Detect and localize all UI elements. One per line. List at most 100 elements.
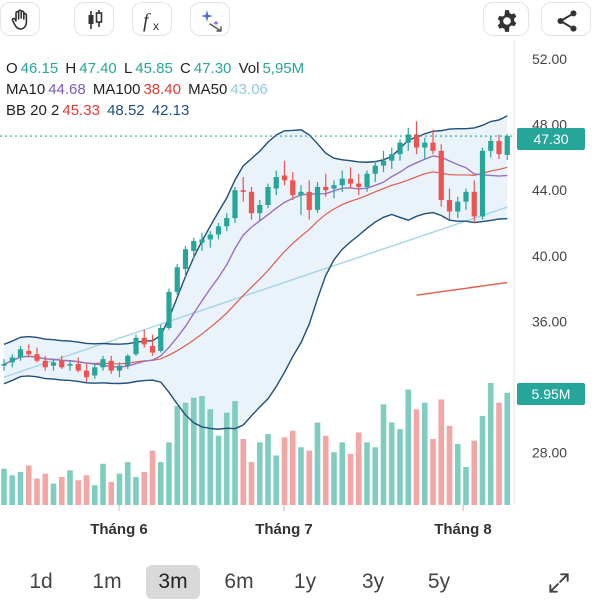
ma10-value: 44.68 <box>48 81 86 98</box>
volume-bar <box>331 452 337 505</box>
range-3m[interactable]: 3m <box>146 565 200 599</box>
volume-label: Vol <box>238 60 260 77</box>
hand-icon <box>11 9 28 30</box>
volume-bar <box>405 389 412 505</box>
volume-bar <box>454 443 461 505</box>
candle-body <box>281 175 288 181</box>
volume-bar <box>133 476 139 505</box>
function-icon: f x <box>143 10 159 33</box>
volume-bar <box>199 396 205 505</box>
volume-bar <box>42 473 49 505</box>
candle-body <box>116 365 123 371</box>
smart-tools-button[interactable] <box>190 2 230 36</box>
bb-label: BB 20 2 <box>6 102 60 119</box>
price-axis-label: 28.00 <box>532 445 567 461</box>
candle-body <box>430 142 436 151</box>
time-axis-label: Tháng 6 <box>90 521 148 538</box>
chart-legend: O 46.15 H 47.40 L 45.85 C 47.30 Vol 5,95M MA1… <box>6 58 307 121</box>
time-axis-label: Tháng 8 <box>434 521 492 538</box>
volume-bar <box>364 442 370 505</box>
candle-body <box>257 204 263 214</box>
low-value: 45.85 <box>135 60 173 77</box>
bollinger-upper-line <box>3 115 508 346</box>
candle-body <box>273 177 279 189</box>
volume-bar <box>265 434 271 505</box>
volume-value: 5,95M <box>262 60 305 77</box>
candle-body <box>405 134 411 143</box>
volume-bar <box>372 447 379 505</box>
low-label: L <box>123 60 133 77</box>
high-label: H <box>65 60 77 77</box>
candle-body <box>215 226 222 235</box>
price-axis-label: 44.00 <box>532 182 567 198</box>
candle-body <box>92 367 98 376</box>
volume-bar <box>504 392 511 505</box>
candle-body <box>298 191 304 196</box>
gear-icon <box>497 10 517 32</box>
volume-bar <box>67 470 73 505</box>
candle-body <box>438 150 444 201</box>
candle-body <box>67 364 73 366</box>
candle-body <box>50 362 57 366</box>
candle-body <box>339 178 345 186</box>
candle-body <box>133 337 139 355</box>
ma-row: MA10 44.68 MA100 38.40 MA50 43.06 <box>6 79 307 100</box>
range-1y[interactable]: 1y <box>293 570 317 593</box>
volume-bar <box>9 475 16 505</box>
indicators-button[interactable]: f x <box>132 2 172 36</box>
candle-body <box>364 173 370 187</box>
volume-bar <box>166 442 172 505</box>
volume-bar <box>232 401 238 505</box>
price-axis-label: 40.00 <box>532 248 567 264</box>
svg-text:f: f <box>143 10 151 32</box>
candle-body <box>191 241 197 251</box>
candle-body <box>290 180 296 196</box>
volume-bar <box>298 447 304 505</box>
high-value: 47.40 <box>79 60 117 77</box>
range-1d[interactable]: 1d <box>29 570 53 593</box>
range-5y[interactable]: 5y <box>427 570 451 593</box>
ohlc-row: O 46.15 H 47.40 L 45.85 C 47.30 Vol 5,95M <box>6 58 307 79</box>
candle-body <box>1 364 7 366</box>
volume-bar <box>438 399 445 505</box>
volume-bar <box>17 472 24 505</box>
share-button[interactable] <box>541 2 591 36</box>
ma50-value: 43.06 <box>230 81 268 98</box>
volume-bar <box>496 402 502 505</box>
volume-bar <box>108 481 115 505</box>
volume-bar <box>306 450 313 505</box>
volume-bar <box>421 402 428 505</box>
candle-body <box>306 191 312 210</box>
volume-bar <box>446 425 453 505</box>
price-axis-label: 52.00 <box>532 51 567 67</box>
ma10-line <box>3 155 508 368</box>
candle-body <box>479 150 486 217</box>
settings-button[interactable] <box>483 2 529 36</box>
candle-body <box>504 136 510 155</box>
volume-bar <box>83 475 90 505</box>
volume-bar <box>273 455 280 505</box>
volume-bar <box>487 382 494 505</box>
range-1m[interactable]: 1m <box>92 570 122 593</box>
candle-body <box>83 370 90 378</box>
volume-bar <box>347 453 354 505</box>
candle-body <box>240 190 246 192</box>
volume-bar <box>124 462 131 505</box>
volume-bar <box>157 462 164 505</box>
candle-body <box>323 186 329 191</box>
volume-bar <box>281 437 288 505</box>
candle-body <box>463 191 469 202</box>
hand-tool-button[interactable] <box>0 2 40 36</box>
candle-body <box>34 354 40 361</box>
volume-bar <box>388 422 395 505</box>
current-price-tag: 47.30 <box>517 128 585 150</box>
range-3y[interactable]: 3y <box>361 570 385 593</box>
price-chart[interactable]: 52.00 48.00 44.00 40.00 36.00 28.00 Tháng 6 Thá… <box>0 40 600 545</box>
candle-body <box>42 360 48 368</box>
range-6m[interactable]: 6m <box>224 570 254 593</box>
expand-icon[interactable] <box>545 570 573 596</box>
volume-bar <box>34 478 40 505</box>
svg-text:x: x <box>153 19 159 33</box>
candle-type-button[interactable] <box>74 2 114 36</box>
